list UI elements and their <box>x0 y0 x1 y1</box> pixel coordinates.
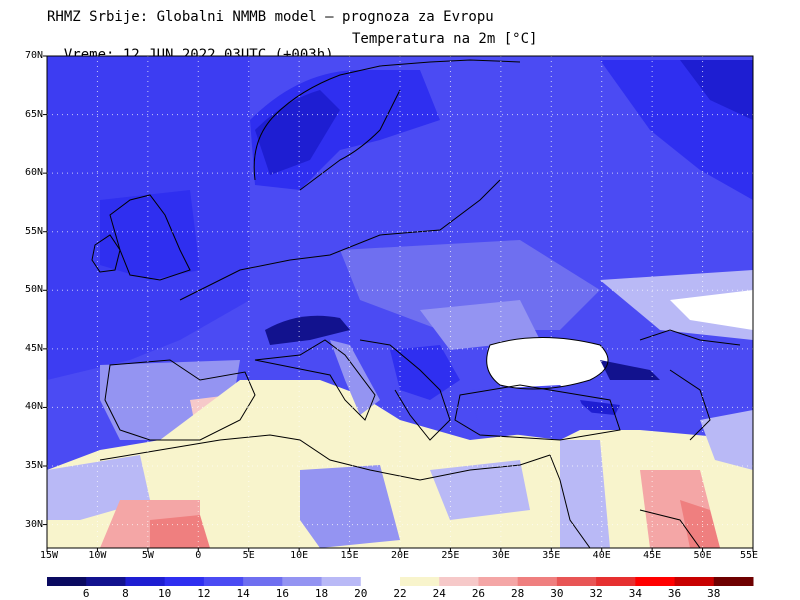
legend-label: 6 <box>82 587 90 600</box>
legend-label: 10 <box>158 587 172 600</box>
lon-tick-label: 5W <box>141 550 154 561</box>
legend-label: 14 <box>236 587 250 600</box>
legend-swatch <box>125 577 166 586</box>
lat-tick-label: 70N <box>24 50 43 61</box>
legend-swatch <box>47 577 87 586</box>
parameter-label: Temperatura na 2m [°C] <box>352 31 538 47</box>
legend-swatch <box>164 577 205 586</box>
lon-tick-label: 5E <box>242 550 255 561</box>
lon-tick-label: 25E <box>441 550 460 561</box>
legend-swatch <box>86 577 126 586</box>
lat-tick-label: 50N <box>24 284 43 296</box>
temperature-map <box>43 55 754 552</box>
lon-tick-label: 15E <box>340 550 359 561</box>
legend-label: 36 <box>667 587 682 600</box>
legend-swatch <box>321 577 362 586</box>
legend-label: 28 <box>511 587 525 600</box>
lon-tick-label: 45E <box>643 550 662 561</box>
legend-swatch <box>282 577 323 586</box>
lat-tick-label: 65N <box>24 108 43 120</box>
lon-tick-label: 0 <box>195 550 202 561</box>
lat-tick-label: 45N <box>24 342 43 354</box>
legend-swatch <box>203 577 244 586</box>
axis-ticks <box>43 55 754 552</box>
legend-swatch <box>360 577 401 586</box>
lon-tick-label: 20E <box>390 550 410 561</box>
legend-label: 32 <box>589 587 603 600</box>
legend-swatch <box>674 577 715 586</box>
legend-label: 18 <box>314 587 329 600</box>
legend-swatch <box>400 577 440 586</box>
legend-label: 12 <box>197 587 211 600</box>
lat-tick-label: 35N <box>24 460 43 471</box>
legend-swatch <box>635 577 676 586</box>
legend-swatch <box>596 577 636 586</box>
legend-swatch <box>243 577 283 586</box>
lon-tick-label: 30E <box>491 550 510 561</box>
lat-tick-label: 60N <box>24 167 43 179</box>
coastlines <box>91 59 741 548</box>
lon-tick-label: 50E <box>693 550 712 561</box>
lon-tick-label: 40E <box>592 550 611 561</box>
lon-tick-label: 15W <box>39 550 59 561</box>
legend-label: 34 <box>628 587 642 600</box>
legend-label: 38 <box>707 587 721 600</box>
legend-swatch <box>439 577 479 586</box>
map-title: RHMZ Srbije: Globalni NMMB model — progn… <box>47 9 494 25</box>
legend-label: 30 <box>550 587 564 600</box>
legend-label: 16 <box>275 587 289 600</box>
legend-swatch <box>478 577 519 586</box>
lon-tick-label: 35E <box>542 550 561 561</box>
legend-swatch <box>556 577 597 586</box>
lat-tick-label: 55N <box>24 225 43 237</box>
lat-tick-label: 30N <box>24 518 43 530</box>
lon-tick-label: 10E <box>290 550 309 561</box>
lon-tick-label: 10W <box>88 550 107 561</box>
legend-label: 26 <box>471 587 486 600</box>
legend-label: 20 <box>354 587 368 600</box>
legend-label: 22 <box>393 587 407 600</box>
lat-tick-label: 40N <box>24 401 43 413</box>
legend-swatch <box>517 577 558 586</box>
lon-tick-label: 55E <box>739 550 759 561</box>
legend-swatches <box>47 577 754 586</box>
legend-swatch <box>713 577 754 586</box>
legend-label: 24 <box>432 587 446 600</box>
legend-label: 8 <box>122 587 129 600</box>
